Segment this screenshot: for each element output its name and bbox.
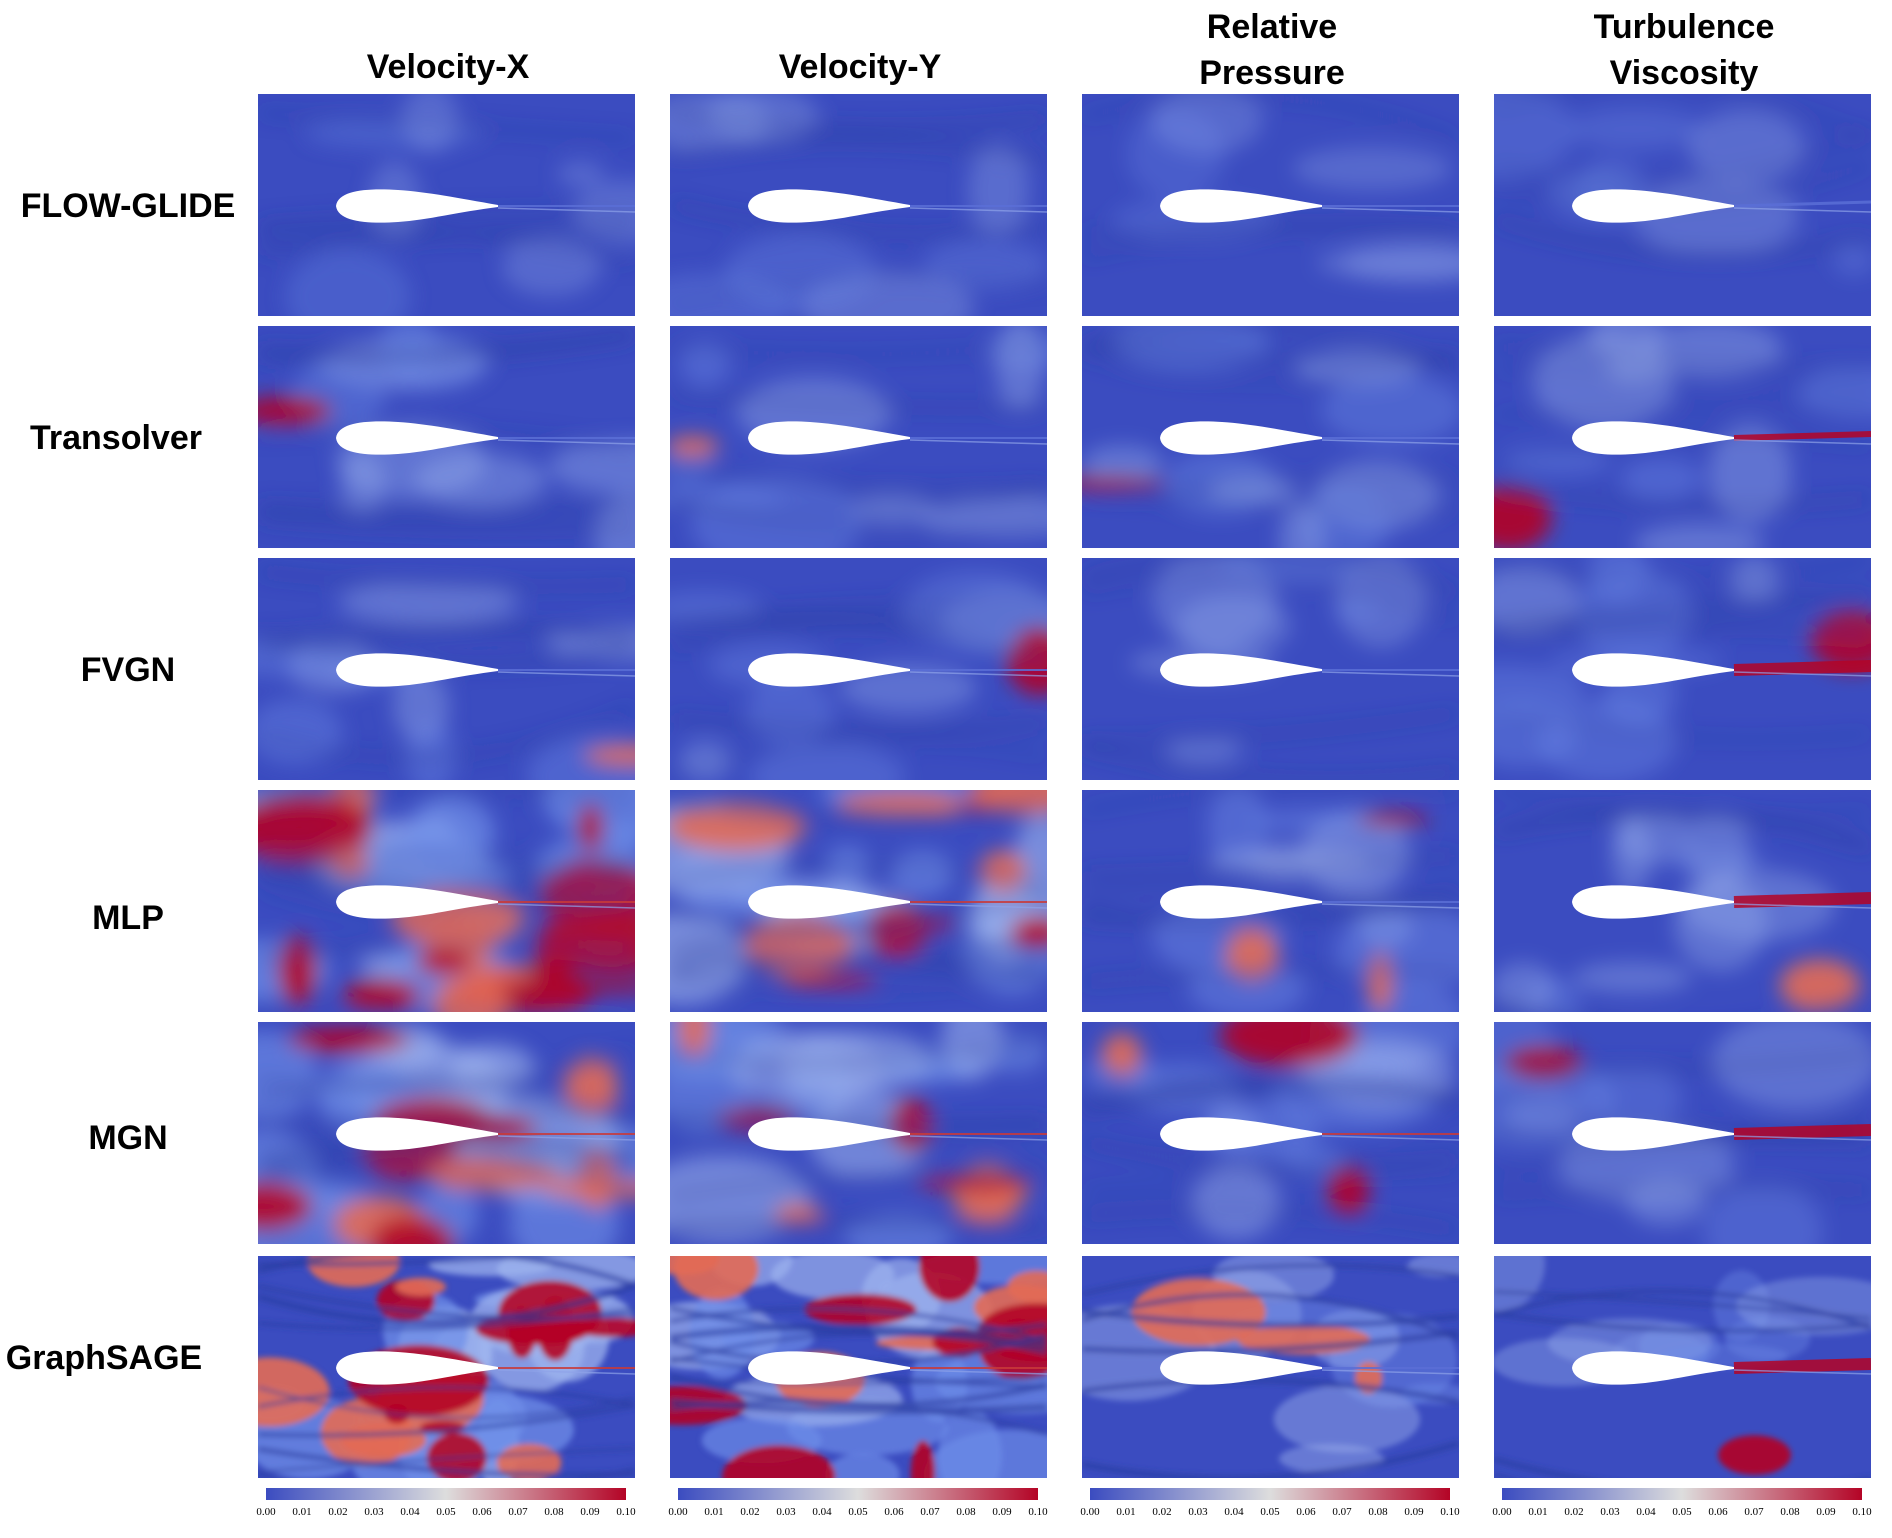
colorbar-tick-label: 0.03 [1600, 1506, 1620, 1518]
colorbar-tick-label: 0.10 [616, 1506, 636, 1518]
column-header-turbulence-viscosity: Turbulence Viscosity [1593, 8, 1775, 92]
error-panel-graphsage-turbulence-viscosity [1494, 1256, 1871, 1478]
colorbar-tick-label: 0.02 [740, 1506, 760, 1518]
error-panel-mlp-relative-pressure [1082, 790, 1459, 1012]
colorbar-tick-label: 0.01 [1116, 1506, 1136, 1518]
colorbar-relative-pressure [1090, 1488, 1450, 1500]
colorbar-tick-label: 0.00 [1492, 1506, 1512, 1518]
colorbar-tick-label: 0.06 [1708, 1506, 1728, 1518]
colorbar-tick-label: 0.07 [1332, 1506, 1352, 1518]
colorbar-tick-label: 0.08 [1368, 1506, 1388, 1518]
error-panel-fvgn-turbulence-viscosity [1494, 558, 1871, 780]
colorbar-tick-label: 0.03 [1188, 1506, 1208, 1518]
colorbar-tick-label: 0.07 [1744, 1506, 1764, 1518]
colorbar-tick-label: 0.10 [1440, 1506, 1460, 1518]
error-panel-mgn-relative-pressure [1082, 1022, 1459, 1244]
error-panel-transolver-turbulence-viscosity [1494, 326, 1871, 548]
colorbar-ticks-turbulence-viscosity: 0.00 0.01 0.02 0.03 0.04 0.05 0.06 0.07 0.08 0.09… [1492, 1506, 1882, 1522]
error-panel-flow-glide-velocity-x [258, 94, 635, 316]
error-panel-graphsage-velocity-x [258, 1256, 635, 1478]
error-panel-flow-glide-relative-pressure [1082, 94, 1459, 316]
column-header-velocity-y: Velocity-Y [778, 48, 942, 86]
error-panel-fvgn-velocity-y [670, 558, 1047, 780]
column-header-relative-pressure: Relative Pressure [1199, 8, 1345, 92]
error-panel-fvgn-relative-pressure [1082, 558, 1459, 780]
colorbar-ticks-relative-pressure: 0.00 0.01 0.02 0.03 0.04 0.05 0.06 0.07 0.08 0.09… [1080, 1506, 1470, 1522]
error-panel-mgn-turbulence-viscosity [1494, 1022, 1871, 1244]
colorbar-tick-label: 0.07 [920, 1506, 940, 1518]
colorbar-tick-label: 0.02 [1564, 1506, 1584, 1518]
row-label-flow-glide: FLOW-GLIDE [20, 187, 236, 225]
row-label-mlp: MLP [92, 899, 164, 937]
row-label-mgn: MGN [88, 1119, 168, 1157]
colorbar-tick-label: 0.06 [1296, 1506, 1316, 1518]
colorbar-tick-label: 0.09 [580, 1506, 600, 1518]
colorbar-tick-label: 0.09 [1404, 1506, 1424, 1518]
colorbar-tick-label: 0.06 [884, 1506, 904, 1518]
colorbar-tick-label: 0.08 [544, 1506, 564, 1518]
colorbar-tick-label: 0.01 [1528, 1506, 1548, 1518]
error-panel-mlp-turbulence-viscosity [1494, 790, 1871, 1012]
row-label-transolver: Transolver [30, 419, 202, 457]
colorbar-ticks-velocity-y: 0.00 0.01 0.02 0.03 0.04 0.05 0.06 0.07 0.08 0.09… [668, 1506, 1058, 1522]
colorbar-tick-label: 0.02 [1152, 1506, 1172, 1518]
colorbar-tick-label: 0.10 [1852, 1506, 1872, 1518]
error-panel-transolver-velocity-x [258, 326, 635, 548]
error-panel-transolver-relative-pressure [1082, 326, 1459, 548]
colorbar-velocity-y [678, 1488, 1038, 1500]
colorbar-tick-label: 0.05 [848, 1506, 868, 1518]
error-panel-mlp-velocity-x [258, 790, 635, 1012]
colorbar-tick-label: 0.07 [508, 1506, 528, 1518]
colorbar-ticks-velocity-x: 0.00 0.01 0.02 0.03 0.04 0.05 0.06 0.07 0.08 0.09… [256, 1506, 646, 1522]
colorbar-tick-label: 0.04 [812, 1506, 832, 1518]
colorbar-tick-label: 0.05 [436, 1506, 456, 1518]
colorbar-tick-label: 0.08 [956, 1506, 976, 1518]
colorbar-tick-label: 0.04 [1224, 1506, 1244, 1518]
colorbar-tick-label: 0.01 [292, 1506, 312, 1518]
colorbar-tick-label: 0.02 [328, 1506, 348, 1518]
error-panel-flow-glide-velocity-y [670, 94, 1047, 316]
error-panel-fvgn-velocity-x [258, 558, 635, 780]
error-panel-mlp-velocity-y [670, 790, 1047, 1012]
colorbar-tick-label: 0.09 [1816, 1506, 1836, 1518]
row-label-fvgn: FVGN [80, 651, 176, 689]
colorbar-tick-label: 0.00 [668, 1506, 688, 1518]
colorbar-tick-label: 0.03 [776, 1506, 796, 1518]
colorbar-tick-label: 0.06 [472, 1506, 492, 1518]
colorbar-tick-label: 0.10 [1028, 1506, 1048, 1518]
error-panel-mgn-velocity-y [670, 1022, 1047, 1244]
colorbar-tick-label: 0.08 [1780, 1506, 1800, 1518]
error-panel-flow-glide-turbulence-viscosity [1494, 94, 1871, 316]
colorbar-tick-label: 0.05 [1672, 1506, 1692, 1518]
row-label-graphsage: GraphSAGE [5, 1339, 203, 1377]
error-panel-transolver-velocity-y [670, 326, 1047, 548]
colorbar-tick-label: 0.09 [992, 1506, 1012, 1518]
error-panel-mgn-velocity-x [258, 1022, 635, 1244]
colorbar-tick-label: 0.01 [704, 1506, 724, 1518]
colorbar-tick-label: 0.05 [1260, 1506, 1280, 1518]
colorbar-turbulence-viscosity [1502, 1488, 1862, 1500]
colorbar-tick-label: 0.04 [1636, 1506, 1656, 1518]
colorbar-tick-label: 0.00 [256, 1506, 276, 1518]
error-panel-graphsage-velocity-y [670, 1256, 1047, 1478]
column-header-velocity-x: Velocity-X [366, 48, 530, 86]
colorbar-tick-label: 0.00 [1080, 1506, 1100, 1518]
colorbar-velocity-x [266, 1488, 626, 1500]
error-panel-graphsage-relative-pressure [1082, 1256, 1459, 1478]
colorbar-tick-label: 0.03 [364, 1506, 384, 1518]
colorbar-tick-label: 0.04 [400, 1506, 420, 1518]
